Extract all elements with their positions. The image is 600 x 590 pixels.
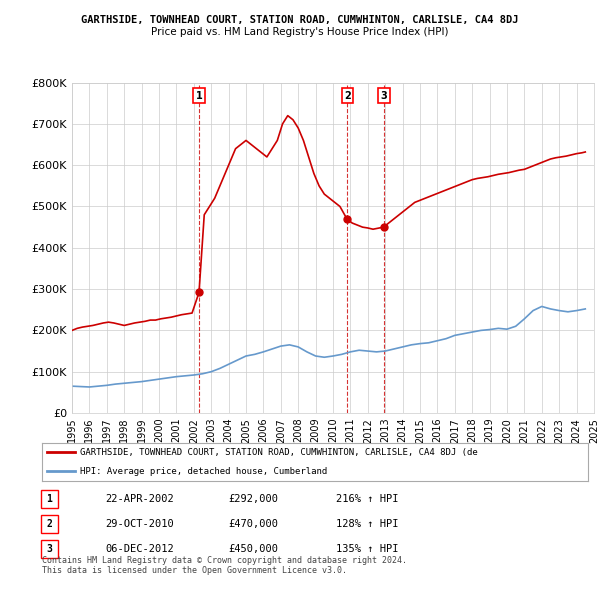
Text: GARTHSIDE, TOWNHEAD COURT, STATION ROAD, CUMWHINTON, CARLISLE, CA4 8DJ (de: GARTHSIDE, TOWNHEAD COURT, STATION ROAD,… <box>80 448 478 457</box>
Text: Price paid vs. HM Land Registry's House Price Index (HPI): Price paid vs. HM Land Registry's House … <box>151 27 449 37</box>
Text: £470,000: £470,000 <box>228 519 278 529</box>
Text: 2: 2 <box>344 91 351 101</box>
Text: 135% ↑ HPI: 135% ↑ HPI <box>336 544 398 553</box>
Text: £450,000: £450,000 <box>228 544 278 553</box>
Text: 2: 2 <box>47 519 52 529</box>
Text: GARTHSIDE, TOWNHEAD COURT, STATION ROAD, CUMWHINTON, CARLISLE, CA4 8DJ: GARTHSIDE, TOWNHEAD COURT, STATION ROAD,… <box>81 15 519 25</box>
Text: 29-OCT-2010: 29-OCT-2010 <box>105 519 174 529</box>
Text: 1: 1 <box>47 494 52 504</box>
Text: HPI: Average price, detached house, Cumberland: HPI: Average price, detached house, Cumb… <box>80 467 328 476</box>
Text: Contains HM Land Registry data © Crown copyright and database right 2024.
This d: Contains HM Land Registry data © Crown c… <box>42 556 407 575</box>
Text: 1: 1 <box>196 91 202 101</box>
Text: 128% ↑ HPI: 128% ↑ HPI <box>336 519 398 529</box>
Text: 216% ↑ HPI: 216% ↑ HPI <box>336 494 398 504</box>
Text: 3: 3 <box>47 544 52 553</box>
Text: 3: 3 <box>380 91 388 101</box>
Text: 22-APR-2002: 22-APR-2002 <box>105 494 174 504</box>
Text: £292,000: £292,000 <box>228 494 278 504</box>
Text: 06-DEC-2012: 06-DEC-2012 <box>105 544 174 553</box>
